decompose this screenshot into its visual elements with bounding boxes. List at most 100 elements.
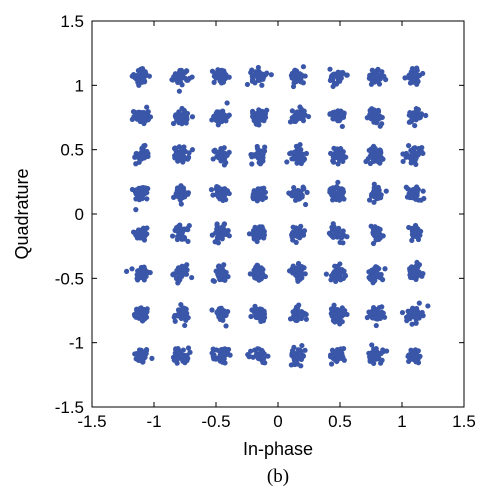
data-point [185,238,191,245]
data-point [414,190,420,196]
data-point [296,192,302,199]
y-tick-labels: -1.5 -1 -0.5 0 0.5 1 1.5 [55,12,84,417]
data-point [176,88,182,94]
data-point [179,234,185,240]
data-point [259,108,265,114]
data-point [189,74,195,80]
data-point [256,277,262,283]
data-point [173,149,179,155]
data-point [370,240,377,247]
data-point [373,186,379,192]
data-point [138,231,144,237]
data-point [187,349,193,355]
y-tick-label: -1 [69,334,84,353]
data-point [250,108,256,114]
data-point [400,158,406,165]
data-point [328,361,335,367]
data-point [412,122,418,129]
data-point [411,270,417,276]
data-point [252,347,258,353]
data-point [254,69,260,75]
data-point [295,109,301,115]
data-point [403,154,409,160]
data-point [290,74,296,80]
data-point [222,346,228,352]
data-point [410,79,416,85]
data-point [409,321,415,327]
data-point [331,305,337,311]
data-point [296,276,302,282]
data-point [175,307,182,313]
data-point [339,153,345,159]
data-point [413,263,419,269]
data-point [333,268,339,275]
x-tick-label: 0.5 [328,412,352,431]
y-axis-label: Quadrature [12,168,32,259]
data-point [406,352,412,358]
data-point [214,309,220,316]
data-point [189,147,196,153]
data-point [407,267,413,274]
data-point [370,190,376,196]
data-point [172,71,179,77]
data-point [369,342,375,348]
data-point [181,70,187,76]
data-point [134,272,140,278]
data-point [332,349,338,356]
data-point [300,80,306,86]
data-point [139,145,145,151]
data-point [141,267,147,274]
data-point [178,119,184,125]
data-point [262,360,268,366]
data-point [178,229,184,235]
data-point [254,143,260,150]
data-point [331,80,338,86]
data-point [134,313,141,319]
data-point [304,189,310,195]
data-point [178,315,184,321]
data-point [292,360,298,366]
data-point [300,64,307,70]
data-point [407,310,413,316]
data-point [330,159,337,165]
data-point [171,194,177,200]
data-point [215,234,221,240]
data-point [253,121,259,127]
data-point [337,277,344,283]
data-point [380,156,386,162]
data-point [259,306,265,313]
data-point [305,113,312,120]
data-point [340,70,346,76]
data-point [184,262,190,268]
data-point [258,187,264,193]
data-point [340,228,346,234]
data-point [185,345,192,351]
x-tick-label: -0.5 [201,412,230,431]
data-point [257,148,263,154]
data-point [213,75,219,81]
data-point [211,356,217,362]
data-point [222,277,228,283]
data-point [421,195,427,202]
x-tick-label: -1.5 [77,412,106,431]
data-point [378,72,384,78]
data-point [252,275,258,281]
data-point [337,186,343,192]
data-point [149,355,155,361]
data-point [216,348,222,354]
data-point [402,75,408,81]
data-point [408,160,414,166]
data-point [330,74,336,80]
data-point [297,312,303,319]
data-point [378,271,384,278]
data-point [372,69,378,76]
data-point [147,269,153,276]
data-point [252,225,258,231]
data-point [379,114,385,121]
data-point [189,274,195,281]
data-point [371,181,377,187]
data-point [335,75,341,81]
data-point [244,81,251,88]
data-point [222,153,228,159]
